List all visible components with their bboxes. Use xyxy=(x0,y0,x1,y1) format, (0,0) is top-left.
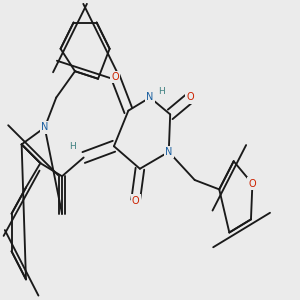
Text: H: H xyxy=(69,142,76,151)
Text: H: H xyxy=(158,87,165,96)
Text: O: O xyxy=(132,196,140,206)
Text: O: O xyxy=(112,72,119,82)
Text: N: N xyxy=(41,122,48,133)
Text: O: O xyxy=(249,179,256,189)
Text: O: O xyxy=(187,92,194,103)
Text: N: N xyxy=(146,92,154,103)
Text: N: N xyxy=(165,147,172,157)
